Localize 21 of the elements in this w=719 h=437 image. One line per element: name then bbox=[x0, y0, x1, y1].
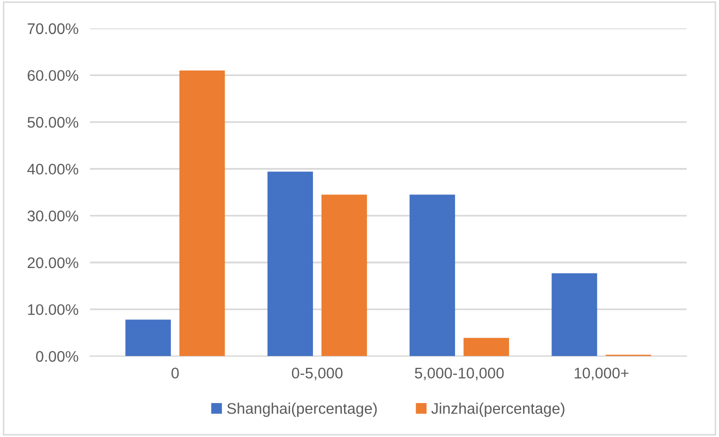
bar bbox=[410, 194, 456, 356]
bar bbox=[125, 320, 171, 356]
x-tick-label: 5,000-10,000 bbox=[414, 368, 504, 380]
bar bbox=[267, 172, 313, 356]
bar bbox=[321, 194, 367, 356]
x-tick-label: 10,000+ bbox=[574, 368, 628, 380]
y-tick-label: 0.00% bbox=[36, 351, 78, 362]
y-tick-label: 70.00% bbox=[28, 23, 78, 34]
legend-label: Jinzhai(percentage) bbox=[431, 402, 564, 417]
y-tick-label: 30.00% bbox=[28, 210, 78, 222]
y-tick-label: 60.00% bbox=[28, 70, 78, 81]
y-tick-label: 20.00% bbox=[28, 257, 78, 268]
y-tick-label: 50.00% bbox=[28, 116, 78, 128]
x-tick-label: 0-5,000 bbox=[292, 368, 343, 380]
y-tick-label: 40.00% bbox=[27, 164, 78, 175]
bar bbox=[179, 70, 225, 356]
bar bbox=[552, 273, 598, 356]
y-tick-label: 10.00% bbox=[28, 304, 78, 316]
x-tick-label: 0 bbox=[171, 368, 179, 378]
legend-label: Shanghai(percentage) bbox=[227, 402, 377, 417]
bar bbox=[464, 338, 510, 356]
